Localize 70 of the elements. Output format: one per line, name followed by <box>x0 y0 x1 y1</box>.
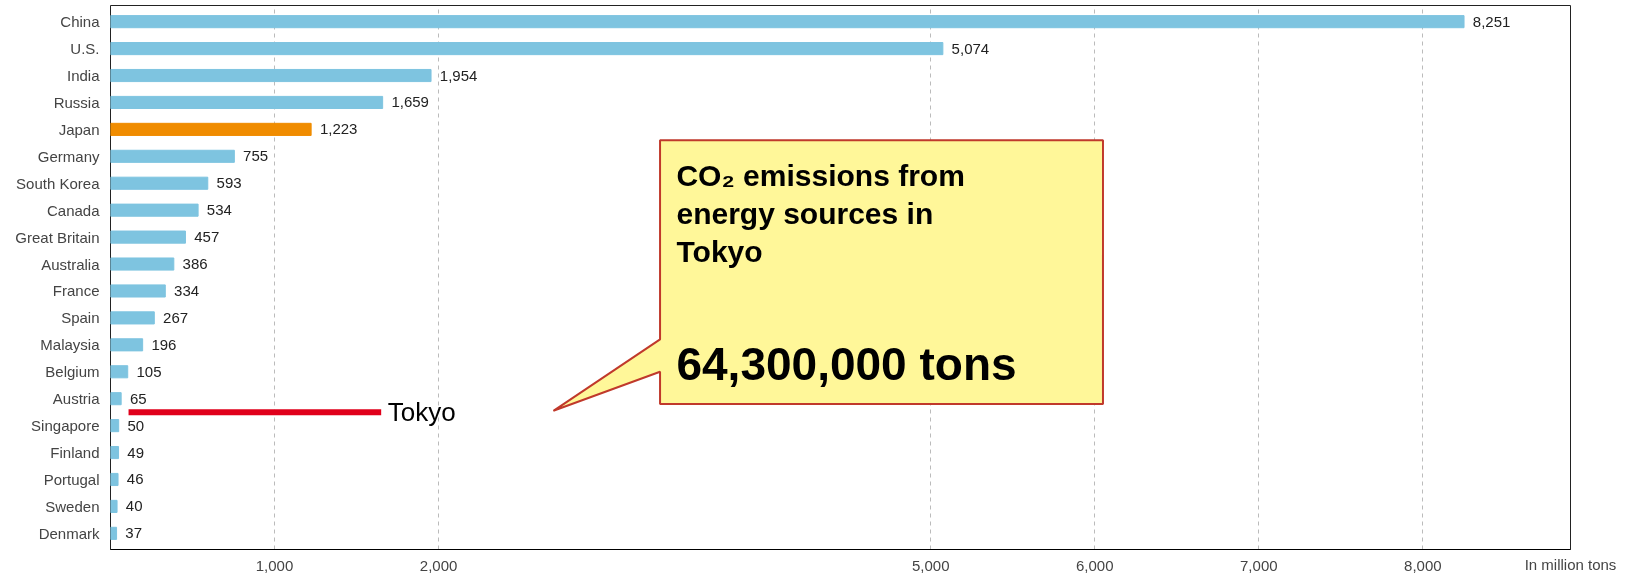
data-label: 334 <box>174 281 200 299</box>
y-tick-label: Singapore <box>31 417 100 435</box>
data-label: 534 <box>206 201 232 219</box>
data-label: 8,251 <box>1472 12 1511 30</box>
bar <box>110 284 166 298</box>
bar <box>110 15 1465 29</box>
data-label: 37 <box>125 524 143 542</box>
data-label: 593 <box>216 174 242 192</box>
bar <box>110 472 119 487</box>
y-tick-label: Australia <box>41 255 101 273</box>
y-tick-label: Austria <box>52 390 101 408</box>
data-label: 196 <box>151 335 177 353</box>
x-tick-label: 5,000 <box>911 556 950 574</box>
y-tick-label: Finland <box>50 444 100 462</box>
bar <box>110 392 122 406</box>
y-tick-label: Spain <box>61 309 100 327</box>
x-tick-label: 8,000 <box>1404 556 1442 574</box>
bar <box>110 203 199 217</box>
x-tick-label: 7,000 <box>1240 556 1278 574</box>
bar <box>110 122 312 136</box>
y-tick-label: Denmark <box>38 524 100 542</box>
data-label: 1,954 <box>439 66 478 84</box>
y-tick-label: Japan <box>58 120 100 138</box>
bar <box>110 445 120 460</box>
data-label: 457 <box>194 228 220 246</box>
data-label: 267 <box>163 308 189 326</box>
bar <box>110 95 384 110</box>
bar <box>110 499 118 513</box>
y-tick-label: Russia <box>53 93 101 111</box>
bar <box>110 311 155 325</box>
y-tick-label: China <box>60 13 101 31</box>
data-label: 386 <box>182 255 208 273</box>
bar <box>110 149 235 163</box>
data-label: 46 <box>126 470 144 488</box>
data-label: 1,659 <box>391 93 429 111</box>
y-tick-label: Sweden <box>45 497 100 515</box>
y-tick-label: India <box>66 67 101 85</box>
x-tick-label: 1,000 <box>255 556 294 574</box>
bar <box>110 230 186 244</box>
annotation: CO₂ emissions from energy sources in Tokyo <box>676 159 965 268</box>
y-tick-label: Malaysia <box>40 336 101 354</box>
bar <box>110 338 144 352</box>
bar <box>110 68 432 83</box>
bar <box>110 42 944 56</box>
annotation: 64,300,000 tons <box>676 337 1017 390</box>
data-label: 40 <box>125 497 143 515</box>
bar <box>110 419 120 433</box>
data-label: 5,074 <box>951 39 990 57</box>
data-label: 65 <box>129 389 147 407</box>
x-tick-label: 6,000 <box>1076 556 1114 574</box>
bar <box>110 176 209 190</box>
y-tick-label: U.S. <box>70 40 100 58</box>
y-tick-label: Canada <box>46 201 101 219</box>
y-tick-label: France <box>52 282 100 300</box>
y-tick-label: South Korea <box>16 174 101 192</box>
bar <box>110 365 129 379</box>
data-label: 755 <box>243 147 269 165</box>
data-label: 50 <box>127 416 145 434</box>
x-axis-title: In million tons <box>1524 555 1617 573</box>
annotation: Tokyo <box>387 397 456 428</box>
data-label: 49 <box>127 443 144 461</box>
data-label: 1,223 <box>319 120 358 138</box>
y-tick-label: Portugal <box>43 470 100 488</box>
data-label: 105 <box>136 362 162 380</box>
x-tick-label: 2,000 <box>419 556 458 574</box>
bar <box>110 526 118 540</box>
y-tick-label: Germany <box>37 147 100 165</box>
bar <box>110 257 175 271</box>
y-tick-label: Great Britain <box>15 228 100 246</box>
y-tick-label: Belgium <box>45 363 100 381</box>
